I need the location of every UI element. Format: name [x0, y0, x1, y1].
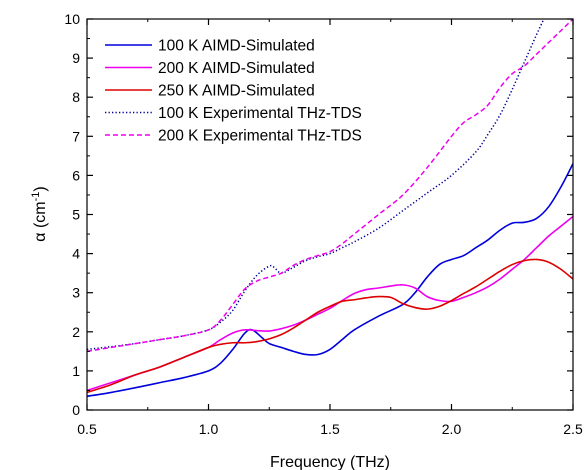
legend-label-1: 100 K AIMD-Simulated [158, 38, 315, 55]
y-axis-title-superscript: -1 [30, 192, 42, 202]
x-tick-label: 1.5 [320, 421, 340, 437]
x-axis-title: Frequency (THz) [270, 454, 390, 470]
plot-frame [86, 18, 574, 411]
series-layer [87, 19, 573, 398]
y-tick-label: 1 [72, 363, 80, 379]
x-tick-label: 1.0 [199, 421, 219, 437]
legend: 100 K AIMD-Simulated 200 K AIMD-Simulated… [105, 38, 362, 145]
y-tick-label: 2 [72, 324, 80, 340]
y-tick-label: 9 [72, 50, 80, 66]
series-line-1 [87, 163, 573, 398]
series-line-2 [87, 215, 573, 392]
x-tick-label: 0.5 [77, 421, 97, 437]
y-tick-label: 10 [64, 11, 80, 27]
y-tick-label: 5 [72, 207, 80, 223]
y-tick-label: 7 [72, 128, 80, 144]
x-tick-label: 2.0 [442, 421, 462, 437]
legend-label-5: 200 K Experimental THz-TDS [158, 128, 362, 145]
x-axis: 0.5 1.0 1.5 2.0 2.5 [77, 19, 583, 437]
series-line-5 [87, 19, 573, 353]
legend-label-3: 250 K AIMD-Simulated [158, 83, 315, 100]
y-tick-label: 8 [72, 89, 80, 105]
series-line-4 [87, 19, 545, 351]
y-tick-label: 4 [72, 246, 80, 262]
y-tick-label: 0 [72, 402, 80, 418]
y-tick-label: 3 [72, 285, 80, 301]
y-axis-title-close: ) [32, 186, 49, 191]
legend-label-2: 200 K AIMD-Simulated [158, 60, 315, 77]
series-line-3 [87, 258, 573, 394]
y-axis-title: α (cm-1) [30, 186, 49, 241]
x-tick-label: 2.5 [563, 421, 583, 437]
y-tick-label: 6 [72, 167, 80, 183]
legend-label-4: 100 K Experimental THz-TDS [158, 105, 362, 122]
y-axis-title-base: α (cm [32, 201, 49, 241]
y-axis: 0 1 2 3 4 5 6 7 8 9 10 [64, 11, 573, 418]
